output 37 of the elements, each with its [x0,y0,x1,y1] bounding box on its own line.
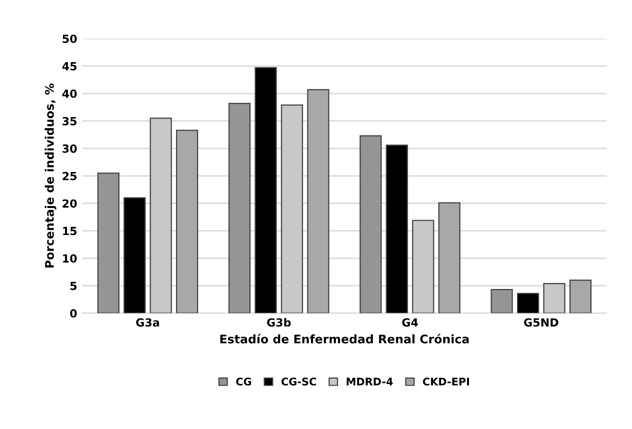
y-axis-title: Porcentaje de individuos, % [44,84,56,268]
y-tick-label: 25 [62,172,77,180]
bar [176,130,198,314]
y-tick-label: 0 [70,309,77,318]
legend-label: CKD-EPI [422,378,469,386]
x-tick-label: G3b [267,318,291,327]
legend-label: CG-SC [281,378,316,386]
y-tick-label: 5 [70,282,77,290]
bar [97,172,120,314]
bar [516,292,540,314]
bar [438,202,460,314]
x-tick-label: G3a [136,318,160,327]
bar [569,280,592,314]
y-tick-label: 50 [62,34,77,43]
bar [280,104,304,314]
y-tick-label: 40 [62,89,77,98]
bar [543,282,566,314]
x-tick-label: G5ND [524,318,558,327]
legend-label: MDRD-4 [346,378,393,386]
bar [150,118,172,314]
bar [307,89,330,314]
bar [124,197,146,314]
y-tick-label: 15 [63,226,77,236]
y-tick-label: 45 [62,62,77,70]
y-tick-label: 30 [62,144,77,153]
x-tick-label: G4 [402,318,418,327]
y-tick-label: 10 [63,254,77,263]
bar [412,220,434,314]
legend-label: CG [236,378,252,386]
y-tick-label: 20 [62,199,77,208]
x-axis-title: Estadío de Enfermedad Renal Crónica [220,334,469,344]
bar [254,67,277,314]
bar [360,135,382,314]
bar [228,102,251,314]
bar [386,144,408,314]
bar [490,289,513,314]
y-tick-label: 35 [62,116,77,126]
